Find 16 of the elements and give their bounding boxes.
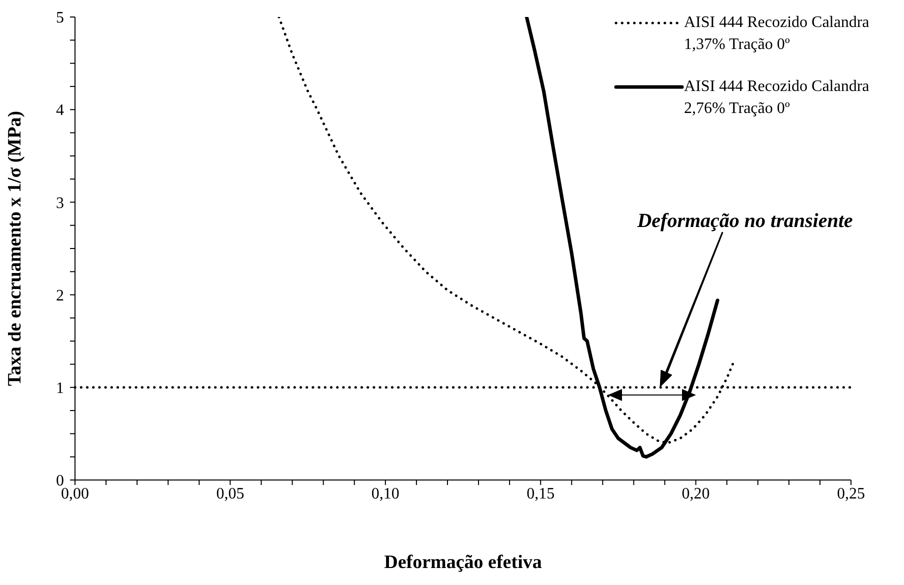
x-tick-label: 0,10 xyxy=(371,485,400,502)
x-tick-label: 0,25 xyxy=(837,485,865,502)
x-tick-label: 0,05 xyxy=(216,485,244,502)
x-tick-label: 0,15 xyxy=(526,485,555,502)
x-axis-title: Deformação efetiva xyxy=(384,552,542,573)
x-tick-label: 0,20 xyxy=(682,485,710,502)
annotation: Deformação no transiente xyxy=(636,210,853,232)
y-tick-label: 1 xyxy=(56,380,64,397)
y-tick-label: 3 xyxy=(56,194,64,212)
y-tick-label: 0 xyxy=(56,472,64,490)
x-tick-label: 0,00 xyxy=(61,485,89,502)
y-tick-label: 5 xyxy=(56,10,64,27)
y-tick-label: 4 xyxy=(56,102,64,120)
legend-label: AISI 444 Recozido Calandra 2,76% Tração 0º xyxy=(684,77,870,119)
y-tick-label: 2 xyxy=(56,287,64,304)
legend-label: AISI 444 Recozido Calandra 1,37% Tração 0º xyxy=(684,13,870,55)
